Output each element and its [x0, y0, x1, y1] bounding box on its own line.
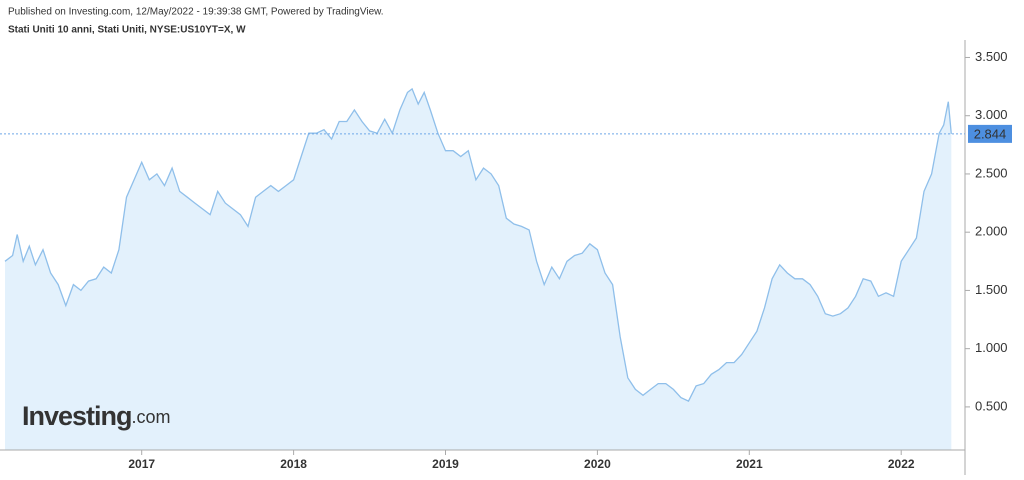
x-tick-label: 2019 [432, 457, 459, 471]
y-tick-label: 2.000 [975, 224, 1008, 239]
y-tick-label: 3.000 [975, 107, 1008, 122]
y-tick-label: 2.500 [975, 165, 1008, 180]
logo-name: Investing [22, 401, 132, 431]
x-tick-label: 2020 [584, 457, 611, 471]
y-tick-label: 3.500 [975, 49, 1008, 64]
last-value-box [968, 124, 1012, 143]
area-fill [5, 88, 952, 451]
last-value-label: 2.844 [974, 126, 1007, 141]
y-tick-label: 1.000 [975, 340, 1008, 355]
logo-suffix: .com [132, 407, 171, 427]
x-tick-label: 2017 [128, 457, 155, 471]
x-tick-label: 2022 [888, 457, 915, 471]
y-tick-label: 0.500 [975, 398, 1008, 413]
published-note: Published on Investing.com, 12/May/2022 … [8, 7, 384, 18]
chart-title: Stati Uniti 10 anni, Stati Uniti, NYSE:U… [8, 25, 246, 36]
logo: Investing.com [22, 401, 171, 431]
x-tick-label: 2021 [736, 457, 763, 471]
y-tick-label: 1.500 [975, 282, 1008, 297]
line [4, 87, 952, 402]
x-tick-label: 2018 [280, 457, 307, 471]
